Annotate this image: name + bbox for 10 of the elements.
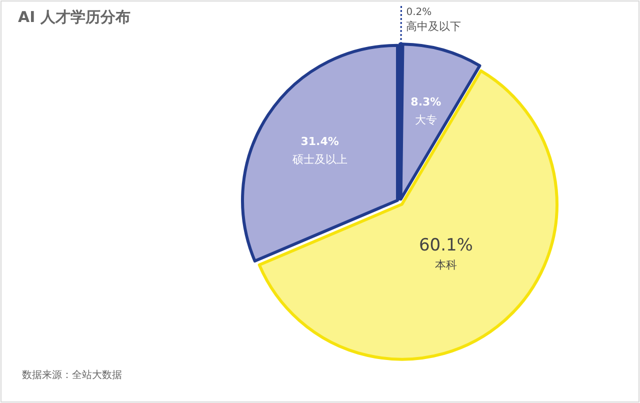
data-label: 8.3% (410, 95, 442, 108)
slice-label: 大专 (414, 113, 437, 126)
slice-label: 本科 (434, 258, 457, 272)
slice-label: 硕士及以上 (291, 152, 348, 166)
source-note: 数据来源：全站大数据 (22, 369, 122, 381)
data-label: 0.2% (406, 7, 432, 18)
data-label: 60.1% (418, 235, 473, 256)
data-label: 31.4% (300, 134, 339, 148)
text: AI 人才学历分布 (18, 8, 130, 26)
slice-label: 高中及以下 (406, 20, 462, 34)
